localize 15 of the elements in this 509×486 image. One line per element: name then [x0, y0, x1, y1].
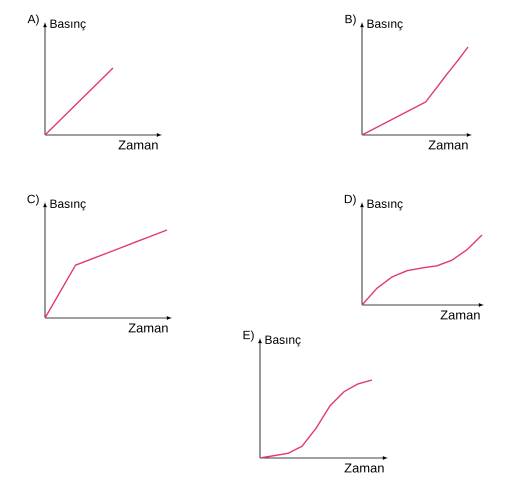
y-axis-title: Basınç [50, 200, 86, 210]
y-axis-title: Basınç [50, 20, 86, 30]
x-axis-title: Zaman [128, 324, 168, 333]
y-axis-title: Basınç [266, 336, 301, 346]
y-axis-title: Basınç [368, 20, 403, 30]
x-axis-title: Zaman [440, 310, 480, 320]
chart-title: B) [346, 14, 356, 26]
x-axis-title: Zaman [118, 140, 158, 150]
chart-title: E) [244, 330, 254, 342]
x-axis-title: Zaman [344, 464, 384, 473]
y-axis-title: Basınç [368, 200, 403, 210]
chart-title: A) [28, 14, 39, 26]
x-axis-title: Zaman [428, 140, 468, 150]
chart-title: D) [344, 194, 356, 206]
chart-title: C) [27, 194, 39, 206]
